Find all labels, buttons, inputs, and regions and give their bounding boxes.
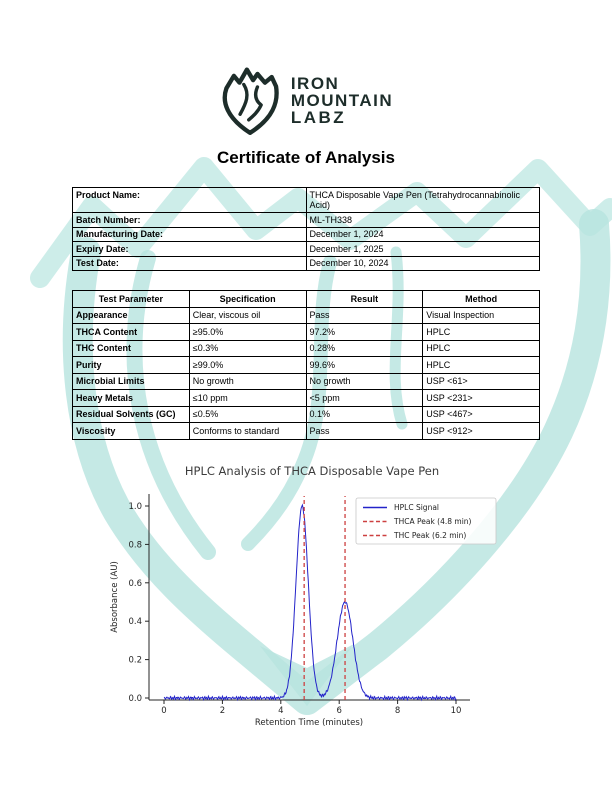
result-parameter-cell: Appearance — [72, 306, 190, 324]
brand-word-labz: LABZ — [290, 107, 347, 127]
result-cell: 0.28% — [305, 339, 424, 357]
x-tick-label: 0 — [161, 706, 166, 716]
y-tick-label: 0.2 — [128, 655, 142, 665]
product-field-value: December 1, 2024 — [305, 226, 540, 242]
result-cell: Pass — [305, 306, 424, 324]
x-tick-label: 10 — [451, 706, 462, 716]
result-parameter-cell: THC Content — [72, 339, 190, 357]
result-cell: ≤0.3% — [188, 339, 307, 357]
results-row: Purity ≥99.0% 99.6% HPLC — [72, 356, 540, 374]
product-info-table: Product Name: THCA Disposable Vape Pen (T… — [72, 187, 540, 271]
result-parameter-cell: Viscosity — [72, 422, 190, 440]
product-field-row: Manufacturing Date: December 1, 2024 — [72, 226, 540, 242]
test-results-body: Appearance Clear, viscous oil Pass Visual I… — [72, 306, 540, 440]
result-cell: Clear, viscous oil — [188, 306, 307, 324]
product-info-body: Product Name: THCA Disposable Vape Pen (T… — [72, 187, 540, 271]
legend-label-2: THC Peak (6.2 min) — [393, 531, 466, 540]
result-cell: 97.2% — [305, 323, 424, 341]
x-tick-label: 8 — [395, 706, 400, 716]
result-cell: USP <61> — [422, 372, 540, 390]
result-cell: 0.1% — [305, 405, 424, 423]
result-cell: USP <231> — [422, 389, 540, 407]
legend-label-1: THCA Peak (4.8 min) — [393, 517, 472, 526]
result-cell: Conforms to standard — [188, 422, 307, 440]
test-results-head: Test Parameter Specification Result Method — [72, 290, 540, 308]
result-cell: Pass — [305, 422, 424, 440]
result-parameter-cell: Residual Solvents (GC) — [72, 405, 190, 423]
product-field-value: THCA Disposable Vape Pen (Tetrahydrocann… — [305, 187, 540, 213]
results-row: THC Content ≤0.3% 0.28% HPLC — [72, 339, 540, 357]
y-tick-label: 0.8 — [128, 540, 142, 550]
result-cell: No growth — [305, 372, 424, 390]
hplc-chart: HPLC Analysis of THCA Disposable Vape Pe… — [106, 464, 506, 728]
document-title: Certificate of Analysis — [217, 148, 395, 167]
brand-wordmark: IRON MOUNTAIN LABZ — [291, 75, 393, 126]
y-axis-label: Absorbance (AU) — [110, 561, 120, 633]
result-cell: USP <912> — [422, 422, 540, 440]
y-tick-label: 1.0 — [128, 502, 142, 512]
results-row: Viscosity Conforms to standard Pass USP <91… — [72, 422, 540, 440]
result-cell: <5 ppm — [305, 389, 424, 407]
results-row: Microbial Limits No growth No growth USP <6… — [72, 372, 540, 390]
product-field-label: Test Date: — [72, 255, 307, 271]
results-row: Appearance Clear, viscous oil Pass Visual I… — [72, 306, 540, 324]
x-axis-label: Retention Time (minutes) — [255, 718, 363, 728]
shield-mountain-logo-icon — [222, 67, 279, 136]
y-tick-label: 0.4 — [128, 617, 142, 627]
results-header-row: Test Parameter Specification Result Method — [72, 290, 540, 308]
y-tick-label: 0.0 — [128, 694, 142, 704]
results-header-cell: Result — [305, 290, 424, 308]
results-header-cell: Specification — [188, 290, 307, 308]
result-cell: ≤10 ppm — [188, 389, 307, 407]
result-cell: HPLC — [422, 356, 540, 374]
product-field-row: Test Date: December 10, 2024 — [72, 255, 540, 271]
chromatogram-plot: 0 2 4 6 8 10 0.0 0.2 0.4 0.6 0.8 1.0 Retention Time … — [110, 493, 497, 728]
test-results-table: Test Parameter Specification Result Method … — [72, 290, 540, 440]
legend-box — [355, 497, 497, 544]
results-row: THCA Content ≥95.0% 97.2% HPLC — [72, 323, 540, 341]
results-header-cell: Method — [422, 290, 540, 308]
product-field-label: Expiry Date: — [72, 241, 307, 257]
result-cell: ≥99.0% — [188, 356, 307, 374]
product-field-value: December 10, 2024 — [305, 255, 540, 271]
result-parameter-cell: Microbial Limits — [72, 372, 190, 390]
product-field-row: Expiry Date: December 1, 2025 — [72, 241, 540, 257]
signal-line — [163, 502, 457, 701]
result-cell: No growth — [188, 372, 307, 390]
x-tick-label: 2 — [220, 706, 225, 716]
result-parameter-cell: Purity — [72, 356, 190, 374]
y-tick-label: 0.6 — [128, 578, 142, 588]
results-header-cell: Test Parameter — [72, 290, 190, 308]
brand-word-mountain: MOUNTAIN — [290, 90, 394, 110]
result-cell: ≥95.0% — [188, 323, 307, 341]
result-cell: Visual Inspection — [422, 306, 540, 324]
brand-header: IRON MOUNTAIN LABZ — [0, 0, 612, 138]
product-field-label: Batch Number: — [72, 212, 307, 228]
results-row: Residual Solvents (GC) ≤0.5% 0.1% USP <467> — [72, 405, 540, 423]
chart-title: HPLC Analysis of THCA Disposable Vape Pe… — [184, 463, 440, 478]
product-field-label: Product Name: — [72, 187, 307, 213]
product-field-label: Manufacturing Date: — [72, 226, 307, 242]
results-row: Heavy Metals ≤10 ppm <5 ppm USP <231> — [72, 389, 540, 407]
product-field-value: ML-TH338 — [305, 212, 540, 228]
product-field-row: Product Name: THCA Disposable Vape Pen (T… — [72, 187, 540, 213]
x-tick-label: 4 — [278, 706, 283, 716]
result-cell: HPLC — [422, 323, 540, 341]
result-parameter-cell: Heavy Metals — [72, 389, 190, 407]
result-cell: ≤0.5% — [188, 405, 307, 423]
legend-label-0: HPLC Signal — [394, 503, 439, 512]
result-cell: 99.6% — [305, 356, 424, 374]
result-cell: USP <467> — [422, 405, 540, 423]
product-field-row: Batch Number: ML-TH338 — [72, 212, 540, 228]
x-tick-label: 6 — [336, 706, 341, 716]
brand-word-iron: IRON — [290, 73, 340, 93]
result-cell: HPLC — [422, 339, 540, 357]
product-field-value: December 1, 2025 — [305, 241, 540, 257]
result-parameter-cell: THCA Content — [72, 323, 190, 341]
